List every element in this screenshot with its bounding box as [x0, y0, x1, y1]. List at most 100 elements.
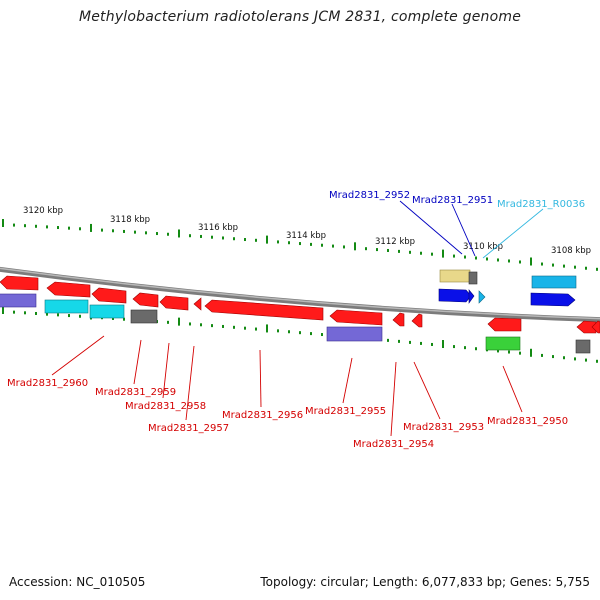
outer-tick — [24, 224, 26, 228]
inner-tick — [112, 316, 114, 320]
inner-tick — [123, 317, 125, 321]
gene-block[interactable] — [0, 293, 37, 308]
outer-tick — [453, 254, 455, 258]
gene-label-mrad2831-r0036[interactable]: Mrad2831_R0036 — [497, 199, 585, 210]
gene-label-mrad2831-2955[interactable]: Mrad2831_2955 — [305, 406, 386, 417]
gene-arrow[interactable] — [132, 292, 159, 308]
outer-tick — [376, 248, 378, 252]
inner-tick — [321, 333, 323, 337]
gene-block[interactable] — [89, 304, 125, 319]
kbp-label-3116: 3116 kbp — [198, 223, 238, 233]
outer-tick — [508, 259, 510, 263]
inner-tick — [585, 358, 587, 362]
genome-backbone — [0, 266, 600, 323]
inner-tick — [233, 325, 235, 329]
inner-tick — [387, 338, 389, 342]
outer-tick — [266, 235, 268, 244]
outer-tick — [145, 231, 147, 235]
outer-tick — [233, 237, 235, 241]
outer-tick — [497, 258, 499, 262]
inner-tick — [211, 324, 213, 328]
gene-arrow[interactable] — [478, 290, 486, 304]
inner-tick — [2, 306, 4, 314]
gene-label-mrad2831-2950[interactable]: Mrad2831_2950 — [487, 416, 568, 427]
outer-tick — [244, 238, 246, 242]
inner-tick — [79, 314, 81, 318]
inner-tick — [464, 346, 466, 350]
inner-tick — [596, 359, 598, 363]
gene-arrow[interactable] — [193, 297, 202, 311]
inner-tick — [310, 332, 312, 336]
inner-tick — [541, 353, 543, 357]
kbp-label-3120: 3120 kbp — [23, 206, 63, 216]
genome-summary-text: Topology: circular; Length: 6,077,833 bp… — [260, 575, 590, 589]
gene-arrow[interactable] — [0, 275, 39, 291]
inner-tick — [442, 340, 444, 349]
gene-arrow[interactable] — [329, 309, 383, 326]
inner-tick — [35, 311, 37, 315]
gene-arrow[interactable] — [411, 313, 423, 328]
inner-tick — [57, 313, 59, 317]
outer-tick — [156, 232, 158, 236]
gene-arrow[interactable] — [487, 317, 522, 332]
gene-label-mrad2831-2954[interactable]: Mrad2831_2954 — [353, 439, 434, 450]
gene-arrow[interactable] — [159, 295, 189, 311]
inner-tick — [530, 348, 532, 357]
gene-arrow[interactable] — [468, 289, 475, 304]
gene-label-mrad2831-2959[interactable]: Mrad2831_2959 — [95, 387, 176, 398]
gene-label-mrad2831-2952[interactable]: Mrad2831_2952 — [329, 190, 410, 201]
outer-tick-row — [2, 219, 598, 271]
gene-label-mrad2831-2957[interactable]: Mrad2831_2957 — [148, 423, 229, 434]
inner-tick — [167, 320, 169, 324]
gene-block[interactable] — [44, 299, 89, 314]
gene-label-mrad2831-2960[interactable]: Mrad2831_2960 — [7, 378, 88, 389]
inner-tick — [409, 340, 411, 344]
kbp-label-3114: 3114 kbp — [286, 231, 326, 241]
outer-tick — [288, 241, 290, 245]
inner-tick — [497, 349, 499, 353]
outer-tick — [13, 223, 15, 227]
outer-tick — [530, 257, 532, 266]
inner-tick — [519, 351, 521, 355]
outer-tick — [112, 229, 114, 233]
gene-label-mrad2831-2956[interactable]: Mrad2831_2956 — [222, 410, 303, 421]
gene-block[interactable] — [485, 336, 521, 351]
outer-tick — [409, 250, 411, 254]
inner-tick — [189, 322, 191, 326]
outer-tick — [398, 249, 400, 253]
gene-block[interactable] — [439, 269, 471, 283]
gene-label-mrad2831-2958[interactable]: Mrad2831_2958 — [125, 401, 206, 412]
outer-tick — [354, 242, 356, 251]
outer-tick — [2, 219, 4, 227]
outer-tick — [519, 260, 521, 264]
outer-tick — [46, 225, 48, 229]
gene-arrow[interactable] — [46, 281, 91, 298]
gene-label-mrad2831-2951[interactable]: Mrad2831_2951 — [412, 195, 493, 206]
gene-block[interactable] — [531, 275, 577, 289]
gene-arrow[interactable] — [591, 320, 600, 334]
accession-text: Accession: NC_010505 — [9, 575, 146, 589]
inner-tick — [46, 312, 48, 316]
outer-tick — [222, 236, 224, 240]
outer-tick — [596, 267, 598, 271]
gene-arrow[interactable] — [204, 299, 324, 321]
outer-tick — [365, 247, 367, 251]
inner-tick — [222, 324, 224, 328]
inner-tick — [13, 310, 15, 314]
gene-block[interactable] — [468, 271, 478, 285]
gene-arrow[interactable] — [530, 292, 576, 307]
gene-arrow[interactable] — [438, 288, 472, 303]
gene-label-mrad2831-2953[interactable]: Mrad2831_2953 — [403, 422, 484, 433]
gene-block[interactable] — [326, 326, 383, 342]
gene-arrow[interactable] — [392, 312, 405, 327]
outer-tick — [310, 242, 312, 246]
outer-tick — [178, 229, 180, 238]
gene-block[interactable] — [130, 309, 158, 324]
inner-tick — [277, 329, 279, 333]
inner-tick — [178, 317, 180, 326]
outer-tick — [299, 242, 301, 246]
gene-block[interactable] — [575, 339, 591, 354]
gene-arrow[interactable] — [91, 287, 127, 304]
inner-tick — [420, 341, 422, 345]
